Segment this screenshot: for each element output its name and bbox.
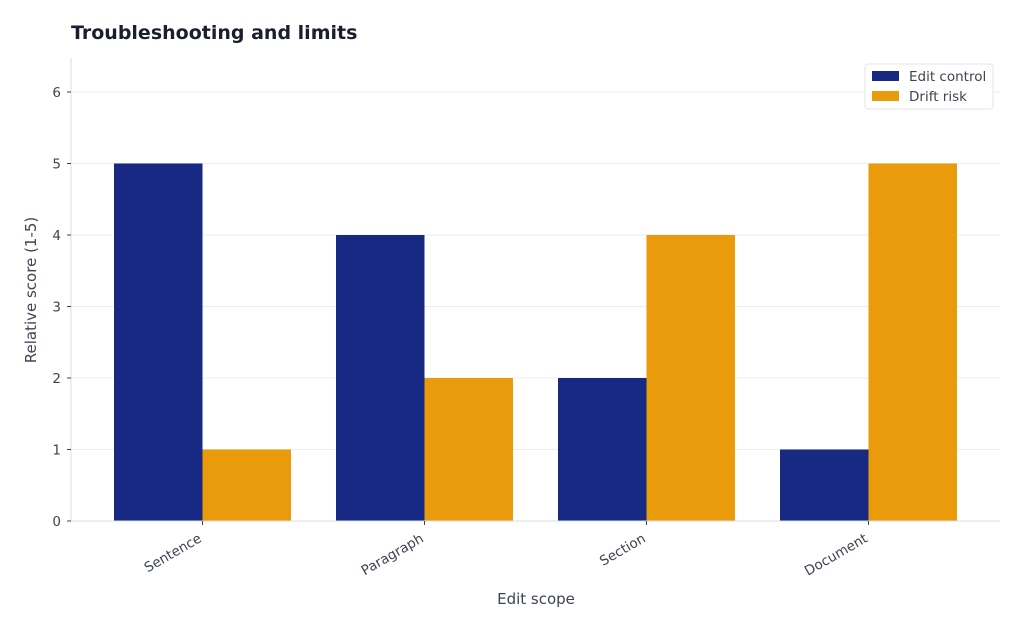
legend-label-edit-control: Edit control (909, 69, 986, 85)
y-axis-label: Relative score (1-5) (22, 217, 40, 364)
x-axis-ticks: Sentence Paragraph Section Document (142, 521, 871, 579)
y-tick-label: 0 (52, 514, 61, 530)
x-tick-label-paragraph: Paragraph (359, 531, 427, 579)
legend-swatch-edit-control (872, 71, 899, 81)
y-tick-label: 1 (52, 443, 61, 459)
bar-edit-control-document (780, 449, 869, 521)
bar-edit-control-sentence (114, 163, 203, 521)
bar-drift-risk-section (646, 235, 735, 521)
bar-drift-risk-sentence (202, 449, 291, 521)
y-axis-ticks: 0 1 2 3 4 5 6 (52, 85, 71, 530)
y-tick-label: 6 (52, 85, 61, 101)
y-tick-label: 5 (52, 157, 61, 173)
bar-drift-risk-paragraph (424, 378, 513, 521)
chart-title: Troubleshooting and limits (71, 22, 357, 44)
y-tick-label: 2 (52, 371, 61, 387)
legend-label-drift-risk: Drift risk (909, 89, 967, 105)
bar-drift-risk-document (868, 163, 957, 521)
x-tick-label-document: Document (802, 531, 871, 580)
y-tick-label: 3 (52, 300, 61, 316)
bar-edit-control-section (558, 378, 647, 521)
grid-lines (71, 91, 1000, 450)
x-tick-label-section: Section (597, 531, 648, 570)
legend-swatch-drift-risk (872, 91, 899, 101)
bars (114, 163, 957, 521)
legend: Edit control Drift risk (864, 63, 994, 110)
bar-edit-control-paragraph (336, 235, 425, 521)
x-axis-label: Edit scope (497, 590, 575, 608)
x-tick-label-sentence: Sentence (142, 531, 205, 577)
y-tick-label: 4 (52, 228, 61, 244)
